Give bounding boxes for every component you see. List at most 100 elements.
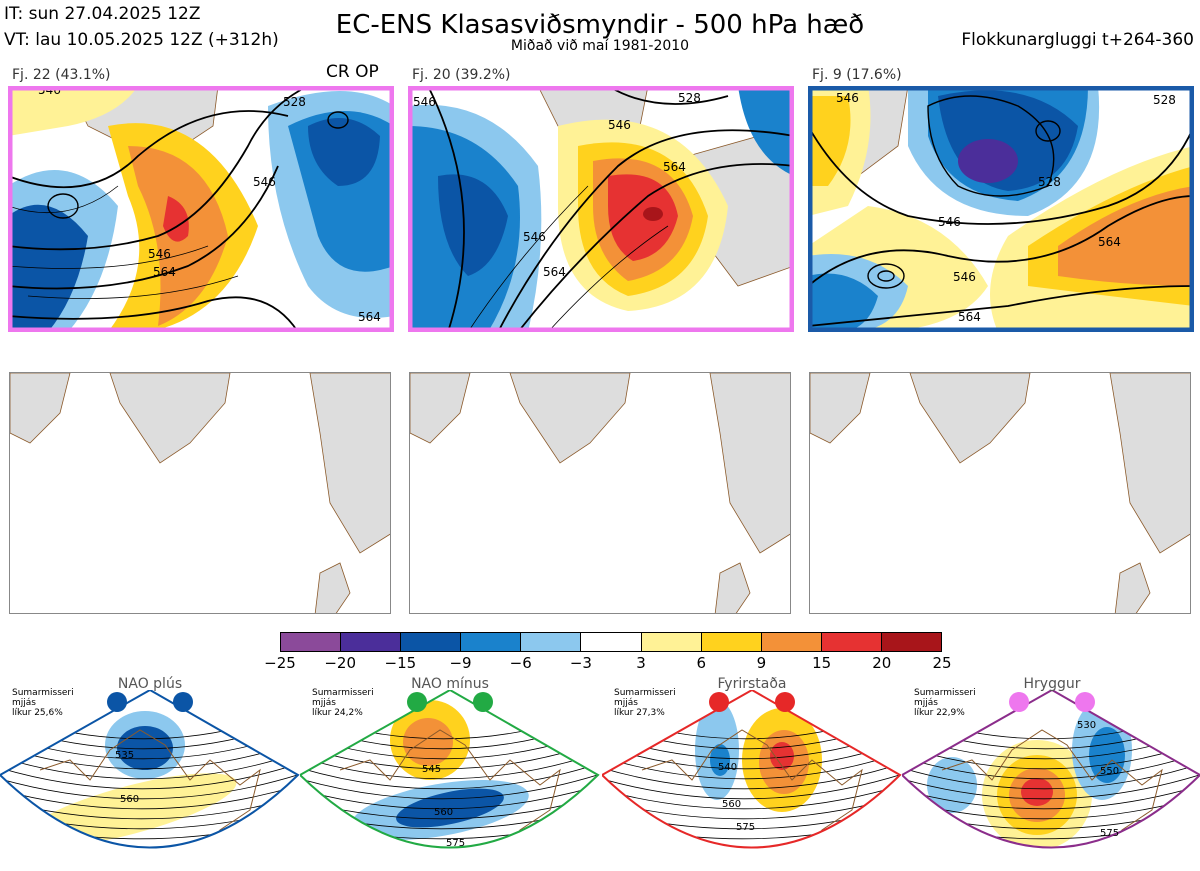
regime-dot (1075, 692, 1095, 712)
regime-info: Sumarmisseri mjjás líkur 27,3% (614, 688, 676, 718)
land-canada (810, 373, 871, 444)
land-greenland (909, 373, 1031, 464)
contour-label: 564 (663, 160, 686, 174)
cluster-map-3: 546 528 546 564 546 564 528 (808, 86, 1194, 332)
regime-title: Hryggur (1023, 676, 1081, 692)
colorbar-segment (281, 633, 342, 651)
cluster-1-extra: CR OP (326, 62, 379, 82)
colorbar-segment (761, 633, 822, 651)
cluster-frame (8, 86, 394, 332)
colorbar-tick-label: −3 (569, 654, 592, 672)
colorbar-segment (641, 633, 702, 651)
regime-contour-label: 560 (722, 799, 741, 810)
colorbar-tick-label: −15 (384, 654, 417, 672)
colorbar-segment (401, 633, 462, 651)
contour-label: 546 (148, 247, 171, 261)
land-canada (10, 373, 71, 444)
regime-dot (709, 692, 729, 712)
cluster-map-1: 546 546 528 546 564 564 (8, 86, 394, 332)
colorbar-segment (341, 633, 402, 651)
page-title: EC-ENS Klasasviðsmyndir - 500 hPa hæð (335, 10, 865, 40)
regime-dot (107, 692, 127, 712)
contour-label: 546 (836, 91, 859, 105)
contour-label: 528 (678, 91, 701, 105)
contour-label: 528 (283, 95, 306, 109)
empty-map-2 (409, 372, 791, 614)
regime-title: NAO plús (117, 676, 183, 692)
regime-fan-1: 535 560 (0, 690, 300, 849)
colorbar-tick-label: −25 (264, 654, 296, 672)
colorbar-tick-label: 6 (696, 654, 707, 672)
cluster-3-label: Fj. 9 (17.6%) (812, 67, 902, 83)
contour-label: 546 (938, 215, 961, 229)
regime-title: Fyrirstaða (717, 676, 787, 692)
colorbar-tick-label: 25 (932, 654, 952, 672)
regime-info: Sumarmisseri mjjás líkur 25,6% (12, 688, 74, 718)
land-britain (314, 562, 351, 613)
regime-contour-label: 560 (434, 807, 453, 818)
contour-label: 564 (543, 265, 566, 279)
classification-window: Flokkunargluggi t+264-360 (961, 30, 1194, 50)
contour-label: 564 (153, 265, 176, 279)
land-britain (714, 562, 751, 613)
contour-label: 546 (608, 118, 631, 132)
valid-time: VT: lau 10.05.2025 12Z (+312h) (4, 30, 279, 50)
contour-label: 564 (358, 310, 381, 324)
regime-contour-label: 535 (115, 750, 134, 761)
colorbar-tick-label: 15 (812, 654, 832, 672)
regime-dot (1009, 692, 1029, 712)
regime-info: Sumarmisseri mjjás líkur 24,2% (312, 688, 374, 718)
colorbar-segment (881, 633, 942, 651)
colorbar-segment (581, 633, 642, 651)
regime-contour-label: 540 (718, 762, 737, 773)
colorbar-segment (701, 633, 762, 651)
cluster-frame (408, 86, 794, 332)
contour-label: 528 (1038, 175, 1061, 189)
colorbar-tick-label: −6 (509, 654, 532, 672)
contour-label: 564 (958, 310, 981, 324)
cluster-map-2: 528 546 546 564 564 546 (408, 86, 794, 332)
contour-label: 528 (1153, 93, 1176, 107)
regime-dot (775, 692, 795, 712)
contour-label: 546 (38, 86, 61, 97)
empty-map-3 (809, 372, 1191, 614)
contour-label: 546 (253, 175, 276, 189)
empty-map-1 (9, 372, 391, 614)
cluster-frame (808, 86, 1194, 332)
colorbar-tick-label: 20 (872, 654, 892, 672)
contour-label: 546 (413, 95, 436, 109)
init-time: IT: sun 27.04.2025 12Z (4, 4, 201, 24)
colorbar-segment (461, 633, 522, 651)
regime-fan-4: 530 550 575 (902, 690, 1200, 849)
contour-label: 546 (953, 270, 976, 284)
regime-contour-label: 575 (736, 822, 755, 833)
land-greenland (109, 373, 231, 464)
colorbar-tick-label: 3 (636, 654, 646, 672)
regime-fan-2: 545 560 575 (300, 690, 600, 849)
regime-contour-label: 575 (1100, 828, 1119, 839)
regime-dot (173, 692, 193, 712)
regime-contour-label: 560 (120, 794, 139, 805)
land-scandinavia (1109, 373, 1190, 554)
land-scandinavia (309, 373, 390, 554)
colorbar-tick-label: −9 (449, 654, 472, 672)
regime-info: Sumarmisseri mjjás líkur 22,9% (914, 688, 976, 718)
land-scandinavia (709, 373, 790, 554)
regime-contour-label: 545 (422, 764, 441, 775)
regime-dot (407, 692, 427, 712)
cluster-2-label: Fj. 20 (39.2%) (412, 67, 511, 83)
regime-title: NAO mínus (411, 676, 489, 692)
regime-contour-label: 550 (1100, 766, 1119, 777)
contour-label: 546 (523, 230, 546, 244)
land-canada (410, 373, 471, 444)
colorbar-tick-label: 9 (756, 654, 767, 672)
anomaly-colorbar (280, 632, 942, 652)
contour-label: 564 (1098, 235, 1121, 249)
regime-dot (473, 692, 493, 712)
land-greenland (509, 373, 631, 464)
regime-contour-label: 530 (1077, 720, 1096, 731)
colorbar-segment (521, 633, 582, 651)
regime-contour-label: 575 (446, 838, 465, 849)
cluster-1-label: Fj. 22 (43.1%) (12, 67, 111, 83)
colorbar-segment (821, 633, 882, 651)
